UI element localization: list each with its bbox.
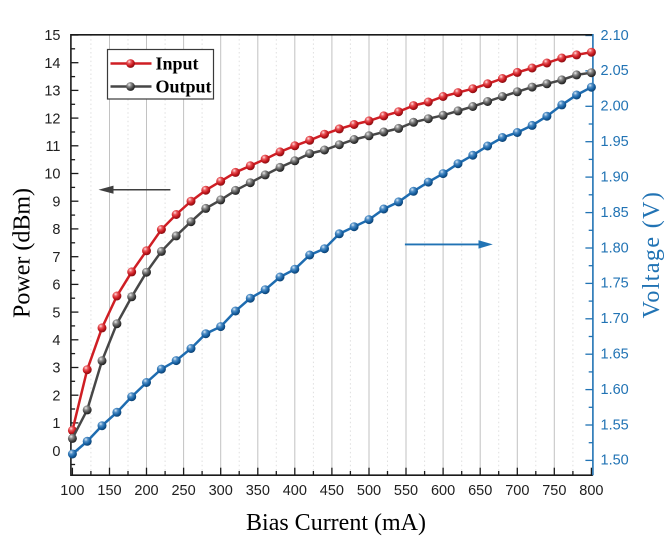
svg-text:12: 12 [44,111,60,127]
svg-text:300: 300 [209,483,233,499]
svg-text:550: 550 [394,483,418,499]
svg-text:6: 6 [52,278,60,294]
svg-text:600: 600 [431,483,455,499]
svg-text:800: 800 [579,483,603,499]
svg-text:1: 1 [52,416,60,432]
svg-text:1.55: 1.55 [601,417,629,433]
svg-text:2.10: 2.10 [601,28,629,44]
svg-text:13: 13 [44,84,60,100]
svg-text:15: 15 [44,28,60,44]
svg-text:400: 400 [283,483,307,499]
svg-text:200: 200 [134,483,158,499]
svg-text:350: 350 [246,483,270,499]
svg-text:2.00: 2.00 [601,99,629,115]
svg-text:3: 3 [52,361,60,377]
svg-text:1.65: 1.65 [601,347,629,363]
svg-text:1.50: 1.50 [601,453,629,469]
svg-text:8: 8 [52,222,60,238]
svg-text:5: 5 [52,305,60,321]
svg-text:10: 10 [44,167,60,183]
svg-text:500: 500 [357,483,381,499]
svg-text:Input: Input [156,53,199,73]
svg-text:7: 7 [52,250,60,266]
svg-text:750: 750 [542,483,566,499]
svg-text:11: 11 [45,139,60,155]
svg-text:2: 2 [52,388,60,404]
svg-text:Power (dBm): Power (dBm) [10,188,36,318]
svg-text:1.85: 1.85 [601,205,629,221]
svg-text:1.95: 1.95 [601,134,629,150]
svg-text:1.90: 1.90 [601,169,629,185]
svg-text:100: 100 [60,483,84,499]
svg-text:Output: Output [156,76,212,96]
svg-text:2.05: 2.05 [601,63,629,79]
svg-text:9: 9 [52,194,60,210]
svg-text:4: 4 [52,333,60,349]
svg-text:150: 150 [97,483,121,499]
svg-text:450: 450 [320,483,344,499]
svg-text:250: 250 [171,483,195,499]
svg-text:1.70: 1.70 [601,311,629,327]
svg-text:Bias Current (mA): Bias Current (mA) [246,510,426,536]
svg-text:0: 0 [52,444,60,460]
svg-text:650: 650 [468,483,492,499]
svg-text:700: 700 [505,483,529,499]
svg-text:1.80: 1.80 [601,240,629,256]
svg-text:1.75: 1.75 [601,276,629,292]
svg-text:14: 14 [44,56,60,72]
svg-text:Voltage (V): Voltage (V) [639,191,665,319]
svg-text:1.60: 1.60 [601,382,629,398]
